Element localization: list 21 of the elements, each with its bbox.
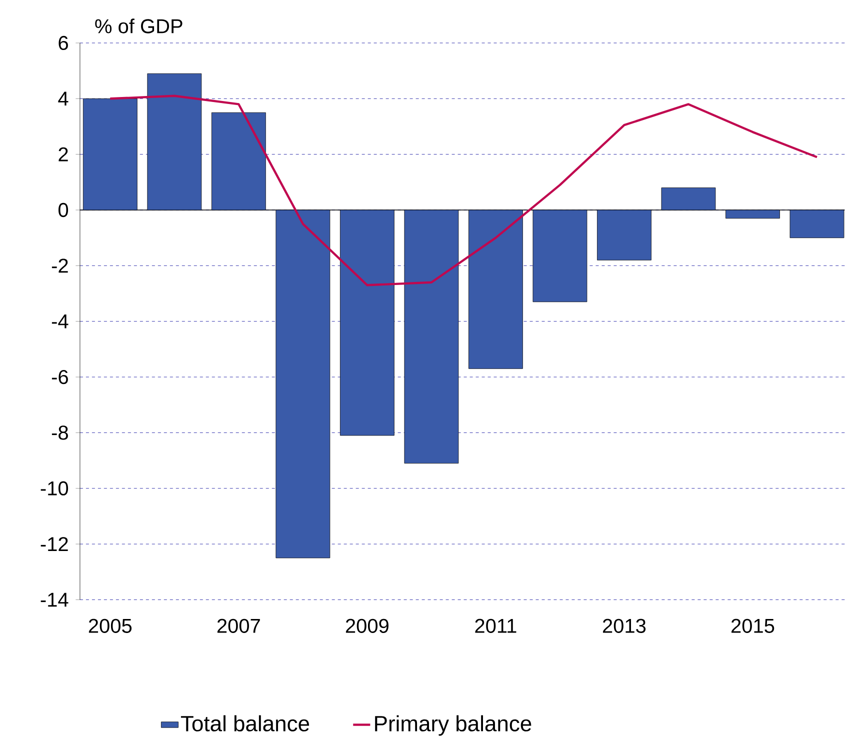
legend-label: Total balance: [180, 715, 310, 732]
x-tick-label: 2011: [475, 619, 516, 634]
y-tick-label: 6: [58, 36, 68, 50]
y-tick-label: -6: [52, 370, 68, 384]
y-tick-label: 4: [58, 92, 68, 106]
legend-label: Primary balance: [375, 715, 532, 736]
y-tick-label: 0: [58, 203, 68, 218]
x-tick-label: 2015: [731, 619, 774, 634]
y-tick-label: -12: [40, 537, 68, 552]
y-tick-label: 2: [58, 148, 68, 162]
x-tick-label: 2009: [346, 619, 388, 634]
y-tick-label: -10: [40, 481, 68, 496]
y-tick-label: -2: [52, 258, 68, 273]
y-tick-label: -8: [52, 426, 68, 440]
y-axis-title: % of GDP: [95, 18, 182, 34]
x-tick-label: 2013: [602, 619, 646, 634]
y-tick-label: -14: [40, 593, 68, 607]
x-tick-label: 2007: [217, 619, 260, 634]
y-tick-label: -4: [52, 314, 68, 328]
line-series: [109, 94, 818, 286]
x-tick-label: 2005: [88, 619, 132, 634]
